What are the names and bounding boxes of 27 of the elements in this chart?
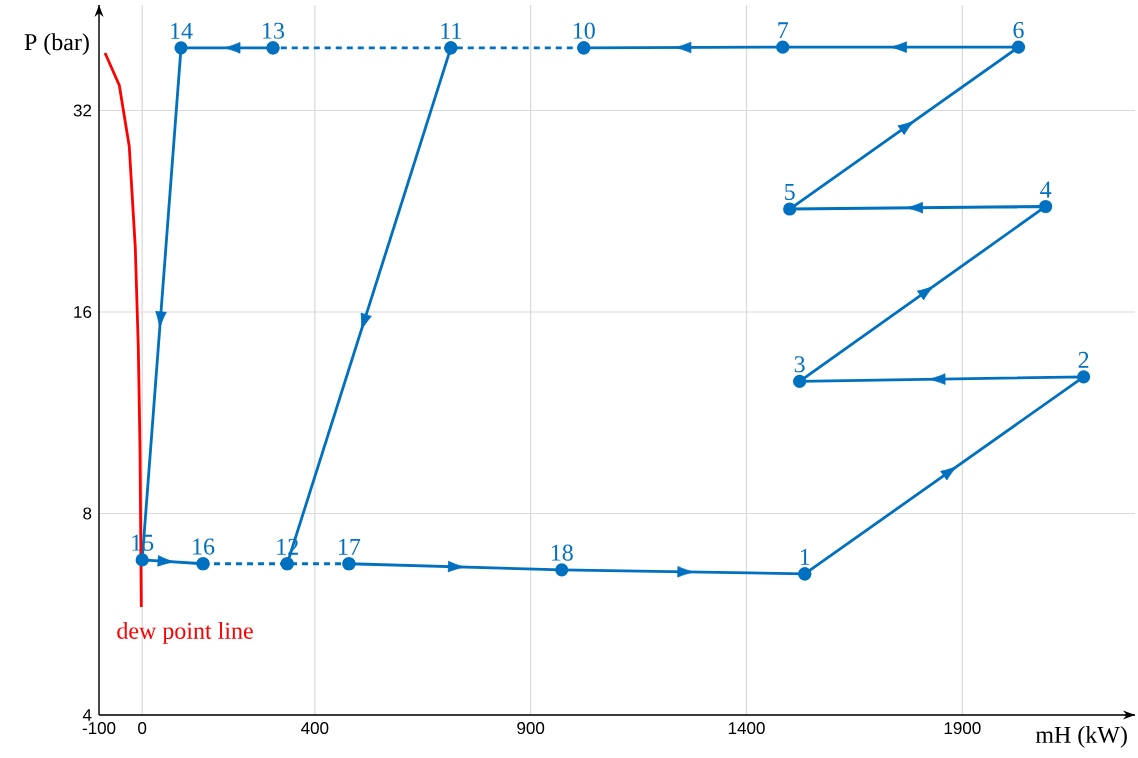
annotation: 10 <box>573 22 595 39</box>
annotation: 11 <box>441 22 461 39</box>
annotation: 14 <box>171 22 193 39</box>
annotation: 1 <box>800 548 810 565</box>
x-tick-label: -100 <box>82 722 116 735</box>
y-axis-title: P (bar) <box>24 33 89 56</box>
y-tick-label: 8 <box>83 507 92 520</box>
x-tick-label: 1900 <box>944 722 981 735</box>
annotation: 18 <box>551 544 573 561</box>
annotation: 5 <box>785 184 795 200</box>
x-tick-label: 400 <box>301 722 329 735</box>
y-tick-label: 4 <box>82 709 92 721</box>
annotation: 6 <box>1013 21 1024 39</box>
annotation: 2 <box>1078 351 1089 368</box>
x-tick-label: 0 <box>138 722 147 735</box>
series-label: dew point line <box>117 622 253 644</box>
x-tick-label: 1400 <box>728 722 765 735</box>
x-axis-title: mH (kW) <box>1035 726 1127 748</box>
annotation: 17 <box>339 538 361 555</box>
y-tick-label: 16 <box>74 305 92 318</box>
annotation: 4 <box>1040 181 1052 198</box>
annotation: 3 <box>794 356 805 373</box>
annotation: 13 <box>263 22 285 39</box>
annotation: 7 <box>778 22 789 39</box>
annotation: 16 <box>193 538 215 555</box>
y-tick-label: 32 <box>73 104 92 117</box>
x-tick-label: 900 <box>517 722 545 735</box>
